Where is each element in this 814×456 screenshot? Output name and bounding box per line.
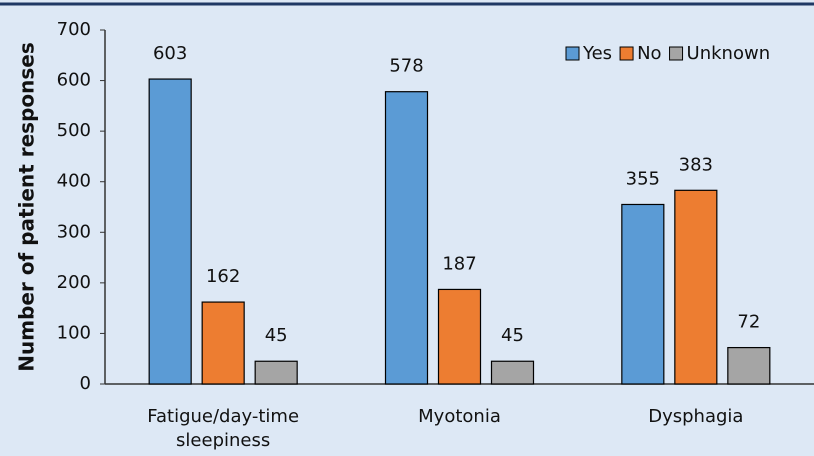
data-label: 603	[153, 43, 187, 64]
bar	[727, 346, 771, 385]
legend-swatch	[619, 46, 634, 61]
data-label: 45	[265, 325, 288, 346]
legend-swatch	[565, 46, 580, 61]
y-axis-title: Number of patient responses	[15, 42, 39, 371]
x-tick-label: Dysphagia	[648, 406, 744, 427]
data-label: 45	[501, 325, 524, 346]
bar	[490, 360, 535, 385]
y-tick-label: 400	[57, 171, 91, 192]
bar	[621, 203, 665, 385]
bar	[254, 360, 298, 385]
data-label: 187	[442, 253, 476, 274]
bar	[674, 189, 718, 385]
bar	[201, 301, 245, 385]
bar	[148, 78, 192, 385]
y-tick-label: 600	[57, 70, 91, 91]
x-tick-label: Fatigue/day-time sleepiness	[147, 406, 300, 451]
y-tick-label: 700	[57, 19, 91, 40]
legend-label: No	[637, 43, 661, 64]
x-tick-label: Myotonia	[418, 406, 501, 427]
bar	[437, 288, 482, 385]
data-label: 383	[679, 154, 713, 175]
y-tick-label: 300	[57, 221, 91, 242]
legend-label: Unknown	[687, 43, 771, 64]
y-tick-label: 200	[57, 272, 91, 293]
data-label: 162	[206, 266, 240, 287]
y-tick-label: 0	[80, 373, 91, 394]
data-label: 355	[626, 168, 660, 189]
data-label: 578	[389, 56, 423, 77]
y-tick-label: 500	[57, 120, 91, 141]
y-tick-label: 100	[57, 322, 91, 343]
data-label: 72	[737, 312, 760, 333]
legend-label: Yes	[582, 43, 612, 64]
bar	[384, 91, 429, 385]
legend-swatch	[669, 46, 684, 61]
